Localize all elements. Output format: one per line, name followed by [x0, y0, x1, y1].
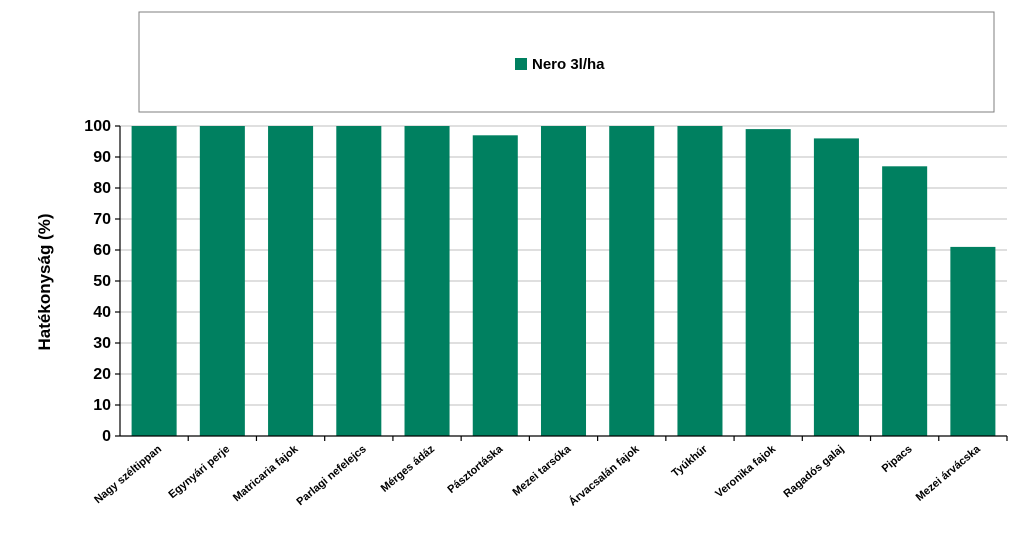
- x-tick-label: Egynyári perje: [166, 443, 232, 501]
- y-tick-labels: 0 10 20 30 40 50 60 70 80 90 100: [84, 118, 111, 445]
- x-tick-label: Veronika fajok: [713, 443, 779, 501]
- axes: [115, 125, 1008, 441]
- y-tick-label: 0: [102, 428, 111, 445]
- y-tick-label: 50: [93, 273, 111, 290]
- x-tick-label: Ragadós galaj: [782, 443, 847, 500]
- bar: [336, 126, 382, 436]
- bar: [268, 126, 314, 436]
- bar: [472, 135, 518, 437]
- x-tick-label: Matricaria fajok: [231, 443, 301, 505]
- x-tick-label: Parlagi nefelejcs: [295, 443, 369, 508]
- x-tick-label: Pásztortáska: [445, 443, 505, 496]
- x-tick-label: Nagy széltippan: [92, 443, 164, 506]
- y-tick-label: 10: [93, 397, 111, 414]
- x-tick-label: Mezei tarsóka: [510, 443, 574, 499]
- y-tick-label: 90: [93, 149, 111, 166]
- bar: [882, 166, 928, 437]
- x-tick-label: Mezei árvácska: [914, 443, 984, 504]
- bar: [813, 138, 859, 436]
- x-tick-label: Tyúkhúr: [670, 443, 711, 480]
- legend-swatch: [515, 58, 527, 70]
- x-tick-label: Pipacs: [880, 443, 915, 475]
- bars: [131, 126, 996, 437]
- legend-box: [138, 11, 995, 113]
- bar: [609, 126, 655, 436]
- y-tick-label: 40: [93, 304, 111, 321]
- y-tick-label: 70: [93, 211, 111, 228]
- bar: [745, 129, 791, 436]
- y-tick-label: 30: [93, 335, 111, 352]
- bar: [677, 126, 723, 436]
- y-tick-label: 100: [84, 118, 111, 135]
- bar: [540, 126, 587, 436]
- bar: [131, 126, 177, 436]
- bar: [404, 126, 450, 436]
- x-tick-labels: Nagy széltippan Egynyári perjeMatricaria …: [92, 442, 983, 509]
- y-tick-label: 20: [93, 366, 111, 383]
- legend-label: Nero 3l/ha: [532, 56, 605, 73]
- x-tick-label: Árvacsalán fajok: [566, 442, 642, 509]
- bar: [199, 126, 245, 436]
- y-tick-label: 60: [93, 242, 111, 259]
- x-tick-label: Mérges ádáz: [379, 443, 438, 495]
- y-tick-label: 80: [93, 180, 111, 197]
- y-axis-label: Hatékonyság (%): [35, 214, 54, 351]
- bar: [950, 246, 996, 436]
